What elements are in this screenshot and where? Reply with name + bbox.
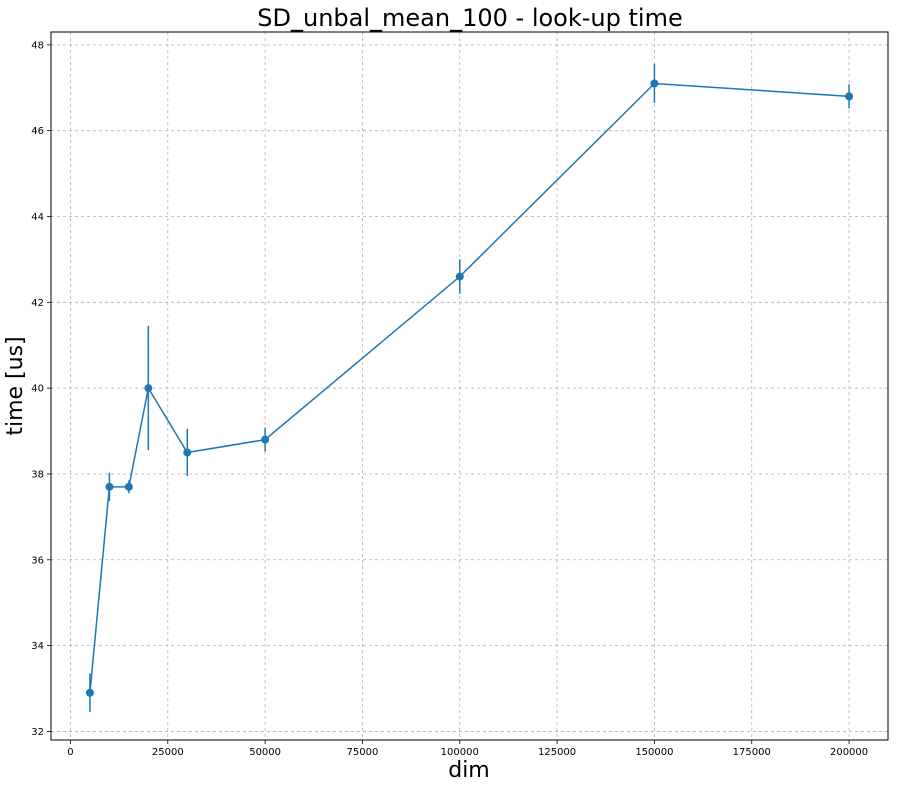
y-axis-label: time [us] <box>3 336 28 435</box>
y-tick-label: 34 <box>31 641 44 652</box>
data-point <box>455 272 464 281</box>
y-tick-label: 44 <box>31 212 44 223</box>
data-point <box>144 384 153 393</box>
chart-title: SD_unbal_mean_100 - look-up time <box>257 4 682 32</box>
x-tick-label: 200000 <box>830 747 868 758</box>
data-point <box>105 482 114 491</box>
x-tick-label: 100000 <box>441 747 479 758</box>
x-tick-label: 75000 <box>347 747 379 758</box>
ticks: 0 25000 50000 75000 100000 125000 150000 175000… <box>31 40 868 758</box>
data-point <box>85 688 94 697</box>
x-axis-label: dim <box>448 758 490 783</box>
grid <box>51 32 888 740</box>
y-tick-label: 42 <box>31 298 44 309</box>
plot-frame <box>50 31 889 741</box>
y-tick-label: 36 <box>31 555 44 566</box>
y-tick-label: 38 <box>31 469 44 480</box>
data-point <box>650 79 659 88</box>
x-tick-label: 175000 <box>733 747 771 758</box>
x-tick-label: 125000 <box>538 747 576 758</box>
data-point <box>261 435 270 444</box>
y-tick-label: 46 <box>31 126 44 137</box>
x-tick-label: 50000 <box>249 747 281 758</box>
data-point <box>845 92 854 101</box>
y-tick-label: 40 <box>31 384 44 395</box>
series <box>85 64 854 713</box>
x-tick-label: 0 <box>67 747 73 758</box>
y-tick-label: 48 <box>31 40 44 51</box>
data-point <box>183 448 192 457</box>
x-tick-label: 150000 <box>635 747 673 758</box>
y-tick-label: 32 <box>31 727 44 738</box>
data-point <box>124 482 133 491</box>
x-tick-label: 25000 <box>152 747 184 758</box>
